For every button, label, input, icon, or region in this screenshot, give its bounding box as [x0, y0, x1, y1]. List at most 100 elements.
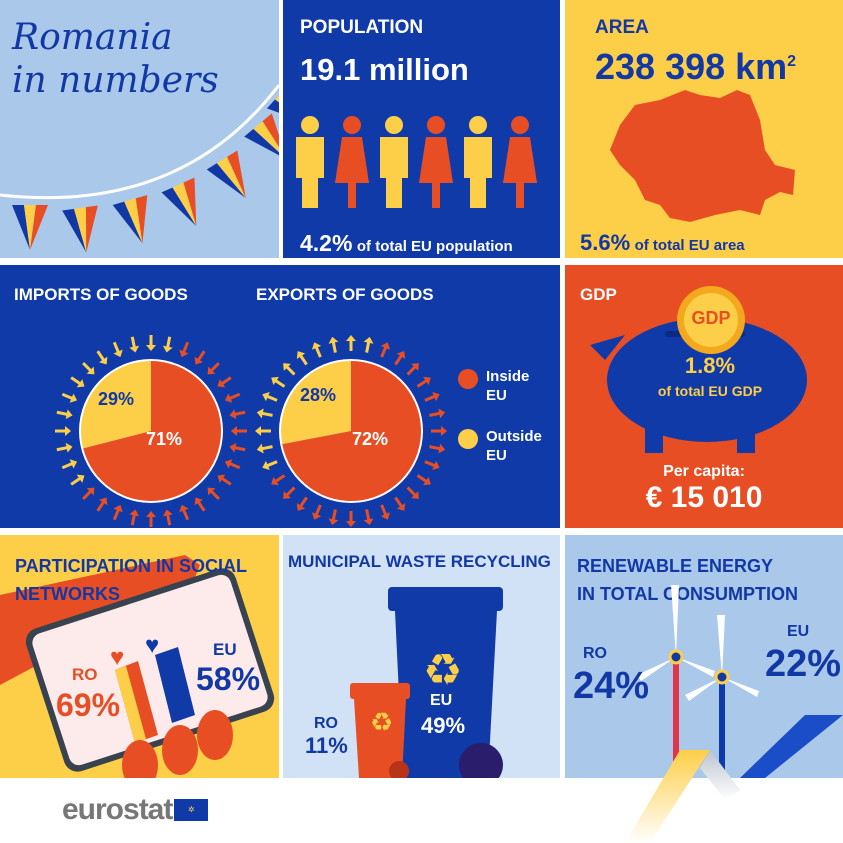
gdp-panel: GDP GDP 1.8% of total EU GDP Per capita:…: [565, 265, 843, 528]
trade-arrow-icon: [406, 486, 419, 499]
area-share: 5.6% of total EU area: [580, 230, 745, 255]
trade-arrow-icon: [82, 362, 95, 375]
trade-arrow-icon: [217, 376, 232, 388]
waste-panel: MUNICIPAL WASTE RECYCLING ♻ ♻ RO 11% EU …: [283, 535, 560, 778]
trade-arrow-icon: [56, 442, 73, 453]
per-capita-value: € 15 010: [645, 481, 763, 514]
trade-arrow-icon: [229, 409, 246, 420]
title: Romania in numbers: [12, 17, 219, 101]
trade-arrow-icon: [262, 460, 278, 471]
trade-arrow-icon: [394, 351, 406, 366]
legend-item-inside: Inside EU: [458, 367, 542, 427]
trade-arrow-icon: [217, 474, 232, 486]
gdp-coin: GDP: [691, 308, 731, 328]
trade-arrow-icon: [55, 426, 71, 436]
population-label: POPULATION: [300, 17, 424, 38]
trade-arrow-icon: [346, 335, 356, 351]
romania-map: [610, 90, 795, 222]
title-panel: Romania in numbers: [0, 0, 279, 258]
renewable-panel: RENEWABLE ENERGY IN TOTAL CONSUMPTION RO …: [565, 535, 843, 778]
area-label: AREA: [595, 17, 649, 38]
svg-text:♥: ♥: [145, 632, 159, 659]
area-value: 238 398 km2: [595, 46, 797, 87]
people-icons: [296, 116, 537, 208]
bunting-decoration: [0, 84, 279, 253]
trade-arrow-icon: [311, 504, 322, 520]
trade-arrow-icon: [416, 474, 431, 486]
trade-arrow-icon: [380, 342, 391, 358]
trade-pies: [55, 335, 447, 527]
trade-arrow-icon: [112, 504, 123, 521]
trade-arrow-icon: [207, 362, 220, 375]
legend: Inside EU Outside EU: [458, 367, 542, 465]
legend-swatch: [458, 429, 478, 449]
social-eu-value: 58%: [196, 661, 261, 697]
trade-arrow-icon: [112, 341, 123, 358]
trade-arrow-icon: [207, 487, 220, 500]
trade-arrow-icon: [96, 350, 108, 365]
trade-arrow-icon: [146, 511, 156, 527]
gdp-share-text: of total EU GDP: [657, 383, 763, 399]
waste-label: MUNICIPAL WASTE RECYCLING: [288, 552, 551, 571]
trade-arrow-icon: [363, 509, 374, 526]
trade-arrow-icon: [406, 363, 419, 376]
trade-arrow-icon: [262, 391, 278, 402]
bunting-flag: [244, 113, 279, 160]
svg-text:♻: ♻: [370, 707, 393, 737]
trade-arrow-icon: [224, 459, 241, 470]
bunting-flag: [62, 205, 98, 253]
trade-arrow-icon: [416, 376, 431, 388]
trade-arrow-icon: [363, 336, 374, 353]
waste-ro-label: RO: [314, 715, 338, 732]
trade-arrow-icon: [255, 426, 271, 436]
trade-arrow-icon: [70, 376, 85, 388]
bunting-flag: [266, 90, 279, 126]
trade-arrow-icon: [179, 341, 190, 358]
female-person-icon: [335, 116, 369, 208]
waste-eu-value: 49%: [421, 713, 466, 738]
trade-arrow-icon: [271, 376, 286, 388]
area-panel: AREA 238 398 km2 5.6% of total EU area: [565, 0, 843, 258]
bunting-flag: [112, 195, 148, 244]
pie-slice-outside-eu: [80, 361, 151, 449]
exports-outside-label: 28%: [300, 385, 337, 405]
male-person-icon: [296, 116, 324, 208]
svg-text:♻: ♻: [423, 646, 462, 695]
waste-eu-label: EU: [430, 692, 453, 709]
trade-arrow-icon: [256, 408, 273, 419]
bunting-flag: [12, 205, 48, 250]
male-person-icon: [380, 116, 408, 208]
trade-arrow-icon: [162, 336, 173, 353]
trade-arrow-icon: [311, 342, 322, 358]
trade-arrow-icon: [162, 509, 173, 526]
trade-arrow-icon: [70, 474, 85, 486]
trade-arrow-icon: [96, 497, 108, 512]
trade-arrow-icon: [61, 392, 78, 403]
per-capita-label: Per capita:: [663, 463, 745, 480]
trade-arrow-icon: [146, 335, 156, 351]
social-ro-value: 69%: [56, 687, 121, 723]
svg-text:♥: ♥: [110, 644, 124, 671]
population-panel: POPULATION 19.1 million 4.2% of total EU…: [283, 0, 560, 258]
legend-item-outside: Outside EU: [458, 427, 542, 465]
eu-flag-icon: ✲: [174, 799, 209, 821]
trade-arrow-icon: [231, 426, 247, 436]
trade-arrow-icon: [61, 459, 78, 470]
trade-arrow-icon: [256, 443, 273, 454]
bunting-flag: [206, 150, 246, 199]
social-label: PARTICIPATION IN SOCIAL NETWORKS: [15, 556, 247, 604]
trade-arrow-icon: [56, 409, 73, 420]
gdp-label: GDP: [580, 285, 617, 304]
trade-arrow-icon: [346, 511, 356, 527]
exports-label: EXPORTS OF GOODS: [256, 285, 434, 304]
eurostat-logo: eurostat ✲: [62, 793, 209, 827]
pie-slice-inside-eu: [282, 361, 421, 501]
pie-slice-inside-eu: [83, 361, 221, 501]
imports-inside-label: 71%: [146, 429, 183, 449]
trade-arrow-icon: [229, 442, 246, 453]
female-person-icon: [503, 116, 537, 208]
recycling-bins-illustration: ♻ ♻: [350, 587, 503, 778]
trade-arrow-icon: [194, 497, 206, 512]
trade-arrow-icon: [328, 509, 339, 526]
renewable-eu-label: EU: [787, 623, 810, 640]
